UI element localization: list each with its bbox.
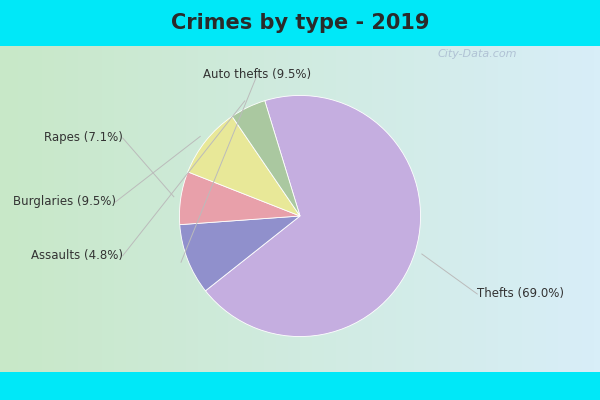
Wedge shape xyxy=(179,172,300,225)
Text: Burglaries (9.5%): Burglaries (9.5%) xyxy=(13,195,116,208)
Text: Auto thefts (9.5%): Auto thefts (9.5%) xyxy=(203,68,311,81)
Wedge shape xyxy=(188,116,300,216)
Text: Crimes by type - 2019: Crimes by type - 2019 xyxy=(171,13,429,33)
Text: Thefts (69.0%): Thefts (69.0%) xyxy=(477,288,564,300)
Text: Rapes (7.1%): Rapes (7.1%) xyxy=(44,132,123,144)
Wedge shape xyxy=(205,96,421,336)
Text: Assaults (4.8%): Assaults (4.8%) xyxy=(31,249,123,262)
Text: City-Data.com: City-Data.com xyxy=(438,49,517,59)
Wedge shape xyxy=(180,216,300,291)
Wedge shape xyxy=(232,101,300,216)
